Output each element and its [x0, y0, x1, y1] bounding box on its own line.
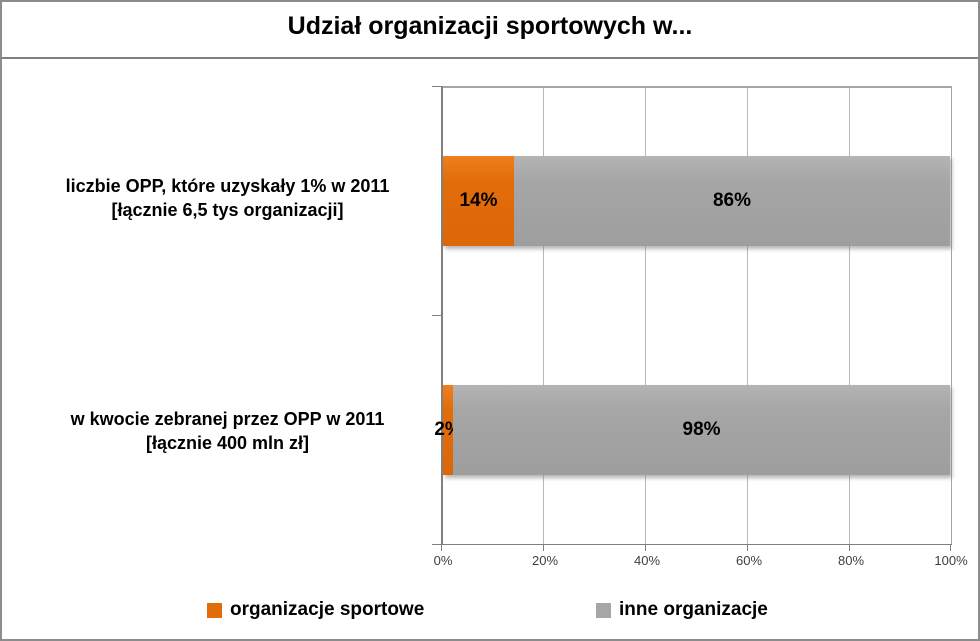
bar-segment-other-2: 98%	[453, 385, 950, 475]
category-label-2-line2: [łącznie 400 mln zł]	[145, 433, 310, 453]
category-axis-tick	[432, 544, 441, 545]
chart-title: Udział organizacji sportowych w...	[287, 12, 693, 40]
data-label-other-2: 98%	[682, 419, 721, 440]
bar-row-1: 14% 86%	[443, 156, 950, 246]
gridline-40	[645, 86, 646, 545]
value-axis-tick	[441, 545, 442, 551]
data-label-other-1: 86%	[712, 190, 751, 211]
gridline-100	[951, 86, 952, 545]
category-axis-line	[441, 86, 443, 545]
gridline-60	[747, 86, 748, 545]
category-label-1: liczbie OPP, które uzyskały 1% w 2011 [ł…	[20, 174, 435, 222]
legend-label-other: inne organizacje	[619, 599, 768, 620]
legend-item-sport: organizacje sportowe	[207, 596, 424, 624]
category-axis-tick	[432, 86, 441, 87]
category-axis-tick	[432, 315, 441, 316]
bar-row-2: 2% 98%	[434, 385, 950, 475]
gridline-20	[543, 86, 544, 545]
title-divider	[2, 57, 978, 59]
value-axis-line	[441, 544, 952, 545]
legend-label-sport: organizacje sportowe	[230, 599, 425, 620]
gridline-80	[849, 86, 850, 545]
legend-item-other: inne organizacje	[596, 596, 768, 624]
plot-top-border	[441, 86, 952, 88]
value-axis-tick	[645, 545, 646, 551]
category-label-1-line2: [łącznie 6,5 tys organizacji]	[111, 200, 344, 220]
category-label-2-line1: w kwocie zebranej przez OPP w 2011	[70, 409, 385, 429]
bar-segment-other-1: 86%	[513, 156, 950, 246]
x-axis-label-0: 0%	[433, 553, 453, 568]
x-axis-label-80: 80%	[837, 553, 865, 568]
x-axis-label-20: 20%	[531, 553, 559, 568]
x-axis-label-60: 60%	[735, 553, 763, 568]
value-axis-tick	[950, 545, 951, 551]
bar-segment-sport-1: 14%	[443, 156, 514, 246]
value-axis-tick	[543, 545, 544, 551]
x-axis-label-100: 100%	[934, 553, 968, 568]
value-axis-tick	[849, 545, 850, 551]
x-axis-label-40: 40%	[633, 553, 661, 568]
legend-swatch-other	[596, 602, 611, 618]
value-axis-tick	[747, 545, 748, 551]
bar-segment-sport-2: 2%	[434, 385, 462, 475]
plot-area: 14% 86% 2% 98%	[432, 86, 952, 551]
category-label-2: w kwocie zebranej przez OPP w 2011 [łącz…	[20, 407, 435, 455]
data-label-sport-1: 14%	[459, 190, 498, 211]
category-label-1-line1: liczbie OPP, które uzyskały 1% w 2011	[65, 176, 390, 196]
legend-swatch-sport	[207, 602, 222, 618]
